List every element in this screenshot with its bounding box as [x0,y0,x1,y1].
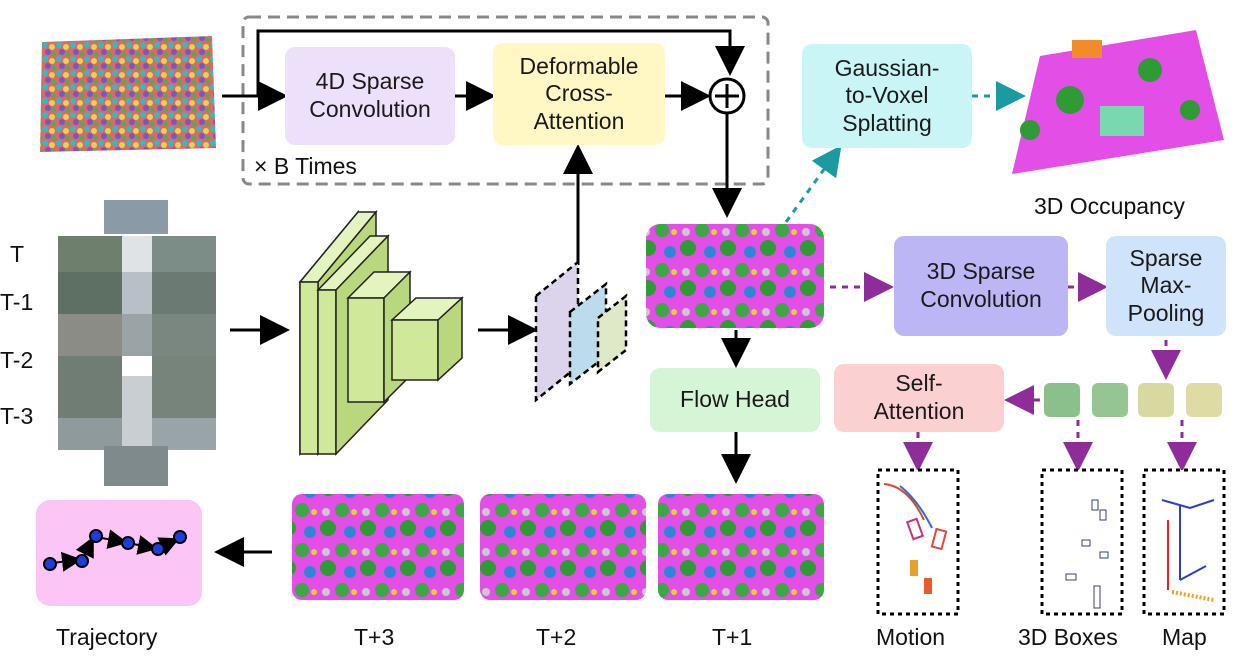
gaussian-splatting-block: Gaussian- to-Voxel Splatting [802,44,972,148]
repeat-block-frame [241,15,770,186]
motion-label: Motion [876,624,946,650]
input-point-cloud [40,36,216,152]
sparse-maxpool-label: Sparse Max- Pooling [1127,244,1205,326]
gaussian-scene [646,224,824,328]
gaussian-splatting-label: Gaussian- to-Voxel Splatting [834,54,940,136]
self-attention-label: Self- Attention [873,370,965,424]
future-label-t3: T+3 [354,624,395,650]
map-render [1161,499,1215,602]
occupancy-render [1012,30,1224,174]
motion-panel [876,468,960,616]
future-label-t2: T+2 [536,624,577,650]
self-attention-block: Self- Attention [834,364,1004,432]
frame-label-t-3: T-3 [0,403,34,429]
feature-maps [534,259,628,403]
frame-label-t: T [10,241,25,267]
future-scene-t1 [658,494,824,600]
deformable-attention-label: Deformable Cross- Attention [519,52,639,134]
trajectory-panel [36,500,202,606]
flow-head-block: Flow Head [650,368,820,432]
trajectory-path [43,529,187,572]
map-label: Map [1162,624,1207,650]
boxes-render [1065,499,1109,609]
occupancy-label: 3D Occupancy [1034,193,1185,219]
sparse-conv-3d-block: 3D Sparse Convolution [894,236,1068,336]
sparse-conv-3d-label: 3D Sparse Convolution [920,258,1042,312]
future-scene-t3 [292,494,464,600]
boxes-label: 3D Boxes [1018,624,1118,650]
query-tokens [1044,383,1222,417]
camera-images [58,200,216,486]
repeat-times-label: × B Times [254,153,357,179]
future-scene-t2 [480,494,646,600]
flow-head-label: Flow Head [680,386,790,413]
map-panel [1142,468,1226,616]
frame-label-t-1: T-1 [0,289,34,315]
future-label-t1: T+1 [712,624,753,650]
sparse-conv-4d-label: 4D Sparse Convolution [309,68,431,122]
sparse-conv-4d-block: 4D Sparse Convolution [285,47,455,145]
image-backbone [298,209,464,457]
frame-label-t-2: T-2 [0,347,34,373]
sparse-maxpool-block: Sparse Max- Pooling [1106,236,1226,336]
trajectory-label: Trajectory [56,624,158,650]
deformable-attention-block: Deformable Cross- Attention [493,43,665,145]
motion-render [883,483,948,594]
